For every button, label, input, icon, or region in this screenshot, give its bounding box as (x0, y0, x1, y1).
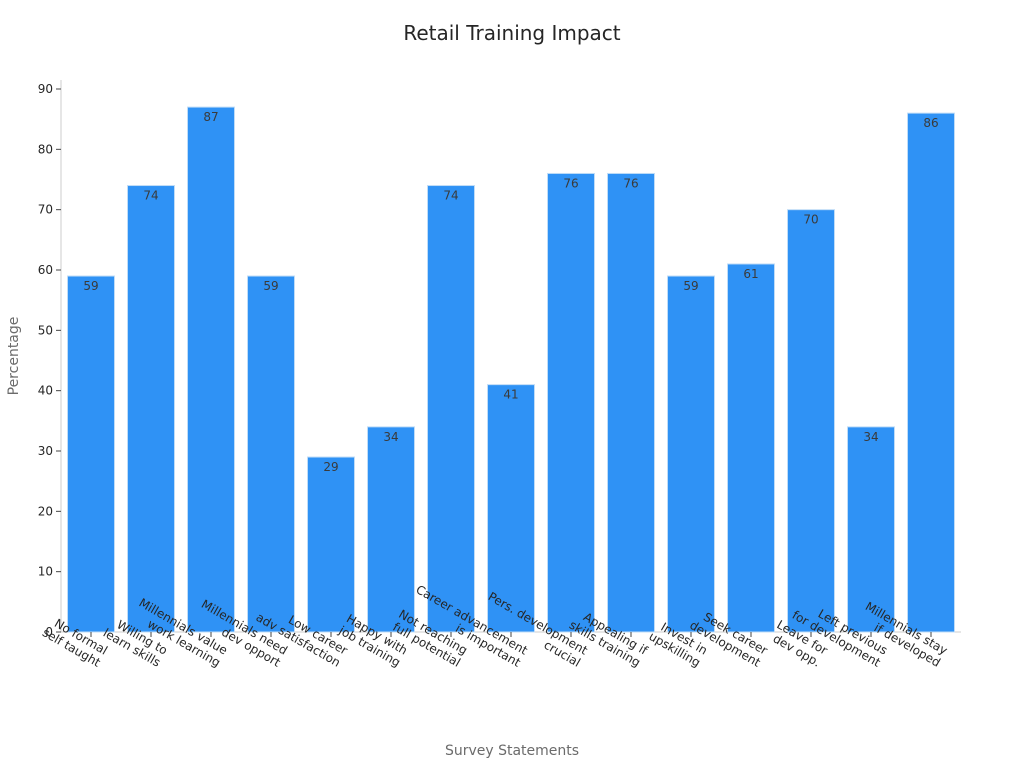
bar (907, 112, 955, 633)
bar-value-label: 59 (83, 279, 98, 293)
y-tick-label: 70 (38, 203, 53, 217)
bar-value-label: 34 (383, 430, 398, 444)
bar-value-label: 76 (623, 176, 638, 190)
bar (67, 275, 115, 633)
bar-value-label: 41 (503, 388, 518, 402)
bar-value-label: 59 (683, 279, 698, 293)
bar (367, 426, 415, 633)
bar (247, 275, 295, 633)
bar-value-label: 74 (443, 189, 458, 203)
bar (187, 106, 235, 633)
bar (307, 456, 355, 633)
y-tick-label: 50 (38, 323, 53, 337)
bar (787, 209, 835, 633)
bar (727, 263, 775, 633)
bar (487, 384, 535, 633)
y-tick-label: 40 (38, 384, 53, 398)
bar-value-label: 76 (563, 176, 578, 190)
bar-value-label: 87 (203, 110, 218, 124)
bar-value-label: 59 (263, 279, 278, 293)
y-tick-label: 0 (45, 625, 53, 639)
bar-value-label: 70 (803, 213, 818, 227)
y-tick-label: 20 (38, 504, 53, 518)
x-axis-title: Survey Statements (445, 743, 579, 759)
bar-value-label: 86 (923, 116, 938, 130)
y-tick-label: 80 (38, 142, 53, 156)
bar-value-label: 34 (863, 430, 878, 444)
bar (547, 172, 595, 633)
bar (427, 185, 475, 633)
bar-value-label: 29 (323, 460, 338, 474)
y-tick-label: 10 (38, 565, 53, 579)
bar (607, 172, 655, 633)
bar (667, 275, 715, 633)
bar-value-label: 74 (143, 189, 158, 203)
bar-value-label: 61 (743, 267, 758, 281)
y-tick-label: 60 (38, 263, 53, 277)
chart-title: Retail Training Impact (403, 21, 620, 45)
bar (127, 185, 175, 633)
y-axis-title: Percentage (6, 317, 22, 396)
y-tick-label: 30 (38, 444, 53, 458)
y-tick-label: 90 (38, 82, 53, 96)
